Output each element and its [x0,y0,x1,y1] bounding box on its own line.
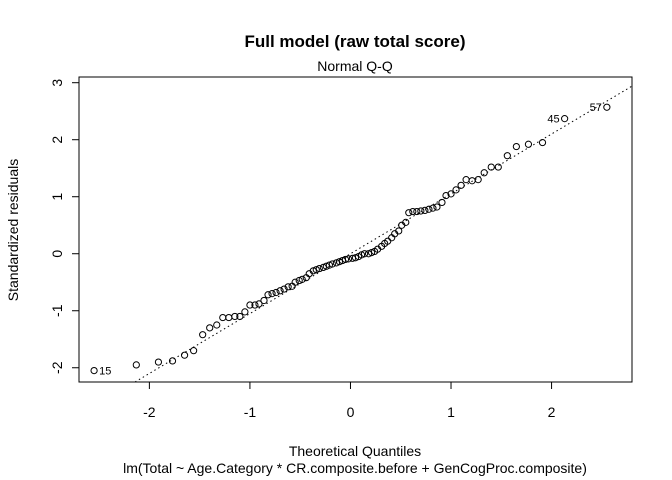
qq-point [268,290,276,298]
qq-point [395,227,403,235]
x-tick-label: -2 [143,404,156,420]
qq-point [494,163,502,171]
qq-point [315,264,323,273]
x-axis: -2 -1 0 1 2 [143,381,556,420]
qq-point [417,207,425,215]
qq-point [480,169,488,177]
qq-point [225,313,233,322]
qq-point [132,361,140,369]
y-axis: -2 -1 0 1 2 3 [49,79,80,374]
qq-point [538,138,547,147]
reference-line [134,85,633,383]
qq-point [457,181,465,189]
qq-point [190,347,198,355]
qq-point [206,324,214,332]
y-tick-label: 0 [49,250,65,258]
y-tick-label: 3 [49,79,65,87]
qq-point [180,351,189,359]
qq-point [524,140,533,148]
qq-point [474,176,482,184]
qq-point [503,152,511,160]
qq-point [90,366,98,375]
qq-point [561,115,569,123]
qq-point [328,260,336,268]
qq-point [231,312,239,321]
qq-point [272,288,280,297]
qq-point [219,313,227,322]
model-formula-caption: lm(Total ~ Age.Category * CR.composite.b… [123,460,587,476]
qq-point [276,287,284,295]
qq-point [260,296,268,305]
qq-point [236,312,244,321]
qq-point [462,176,470,184]
qq-point [452,186,460,194]
point-labels: 15 45 57 [99,102,602,377]
point-label: 15 [99,366,111,378]
qq-point [291,278,299,286]
x-tick-label: -1 [244,404,257,420]
qq-point [344,255,353,263]
x-tick-label: 0 [347,404,355,420]
y-axis-label: Standardized residuals [5,159,21,301]
qq-point [213,321,221,329]
qq-point [447,190,455,198]
y-tick-label: -1 [49,304,65,317]
qq-point [429,204,437,212]
qq-point [255,300,263,308]
qq-point [603,103,611,111]
y-tick-label: 2 [49,136,65,144]
qq-point [442,191,450,200]
qq-point [154,358,163,366]
qq-point [360,250,369,258]
qq-point [487,163,495,171]
qq-point [241,308,249,316]
qq-point [425,205,433,213]
x-axis-label: Theoretical Quantiles [289,443,421,459]
qq-point [402,218,410,226]
qq-point [264,291,272,299]
chart-title: Full model (raw total score) [244,32,465,51]
qq-point [341,255,350,264]
qq-point [246,301,254,309]
qq-point [405,209,413,217]
x-tick-label: 1 [447,404,455,420]
y-tick-label: 1 [49,193,65,201]
qq-point [438,198,446,207]
qq-point [413,207,421,216]
chart-subtitle: Normal Q-Q [317,58,393,74]
y-tick-label: -2 [49,361,65,374]
qq-point [298,275,306,283]
qq-point [409,207,417,216]
point-label: 45 [547,114,559,126]
qq-point [199,331,207,339]
qq-point [251,301,259,309]
qq-point [280,285,288,293]
qq-point [284,283,292,291]
data-points [90,103,611,375]
x-tick-label: 2 [548,404,556,420]
point-label: 57 [590,102,602,114]
qq-point [433,203,441,211]
qq-point [168,357,177,365]
qq-point [512,142,520,151]
qq-point [421,206,429,215]
